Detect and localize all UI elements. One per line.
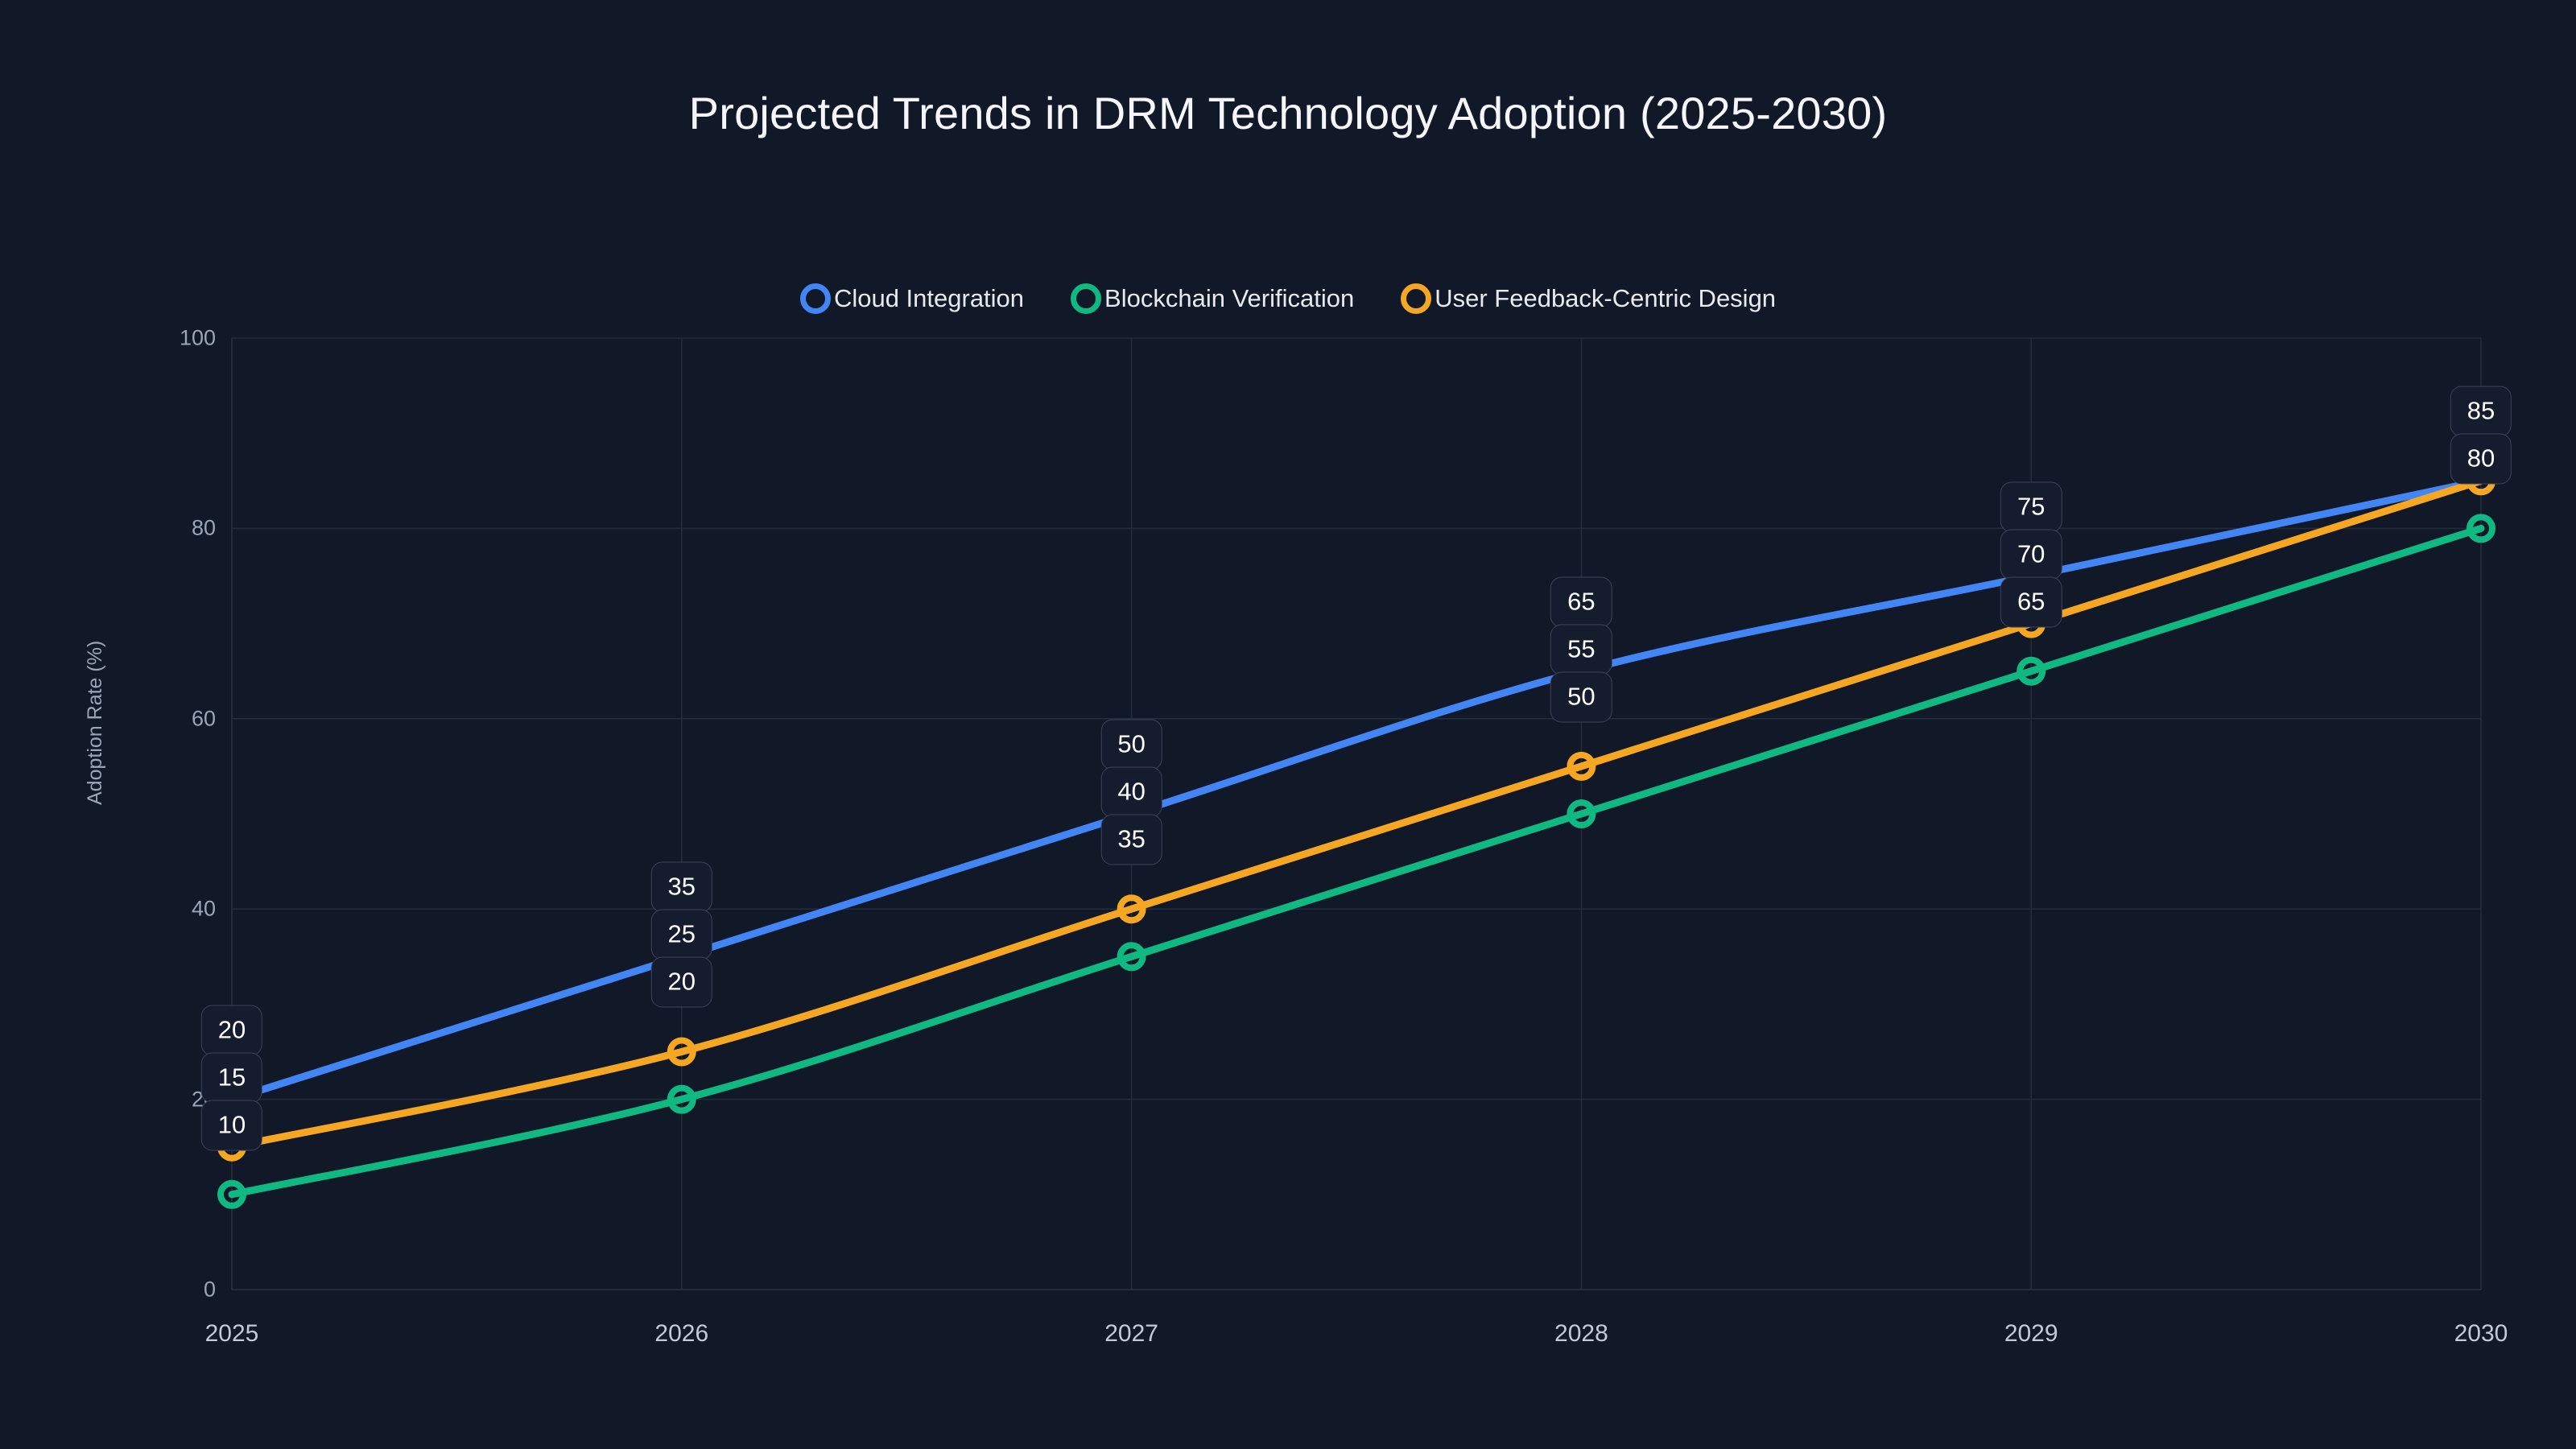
data-point-marker[interactable] [1567, 751, 1596, 781]
plot-area [217, 337, 2496, 1290]
data-point-label: 25 [650, 909, 713, 960]
series-line [228, 477, 2485, 1104]
legend-item-user-feedback-centric-design[interactable]: User Feedback-Centric Design [1401, 283, 1776, 314]
data-point-label: 15 [200, 1052, 263, 1104]
data-point-label: 35 [650, 861, 713, 913]
legend-swatch-circle-icon [799, 283, 831, 314]
data-point-label: 35 [1100, 814, 1162, 865]
x-axis-tick-label: 2027 [1104, 1320, 1158, 1347]
data-point-label: 55 [1550, 624, 1612, 675]
data-point-label: 70 [2000, 529, 2062, 580]
legend-item-cloud-integration[interactable]: Cloud Integration [799, 283, 1025, 314]
series-line [228, 524, 2485, 1199]
data-point-marker[interactable] [667, 1084, 696, 1114]
y-axis-tick-label: 60 [191, 706, 216, 731]
data-point-marker[interactable] [667, 1037, 696, 1067]
data-point-label: 50 [1100, 719, 1162, 770]
y-axis-title: Adoption Rate (%) [84, 640, 106, 805]
y-axis-tick-label: 100 [179, 325, 216, 350]
data-point-label: 85 [2450, 386, 2512, 437]
data-point-label: 75 [2000, 481, 2062, 532]
page-title: Projected Trends in DRM Technology Adopt… [688, 88, 1888, 138]
legend-item-label: Cloud Integration [833, 284, 1025, 312]
data-point-marker[interactable] [2017, 656, 2046, 686]
plot-svg [217, 337, 2496, 1290]
x-axis-tick-label: 2029 [2004, 1320, 2058, 1347]
x-axis-tick-label: 2026 [654, 1320, 709, 1347]
data-point-marker[interactable] [1117, 894, 1146, 924]
data-point-label: 40 [1100, 766, 1162, 818]
y-axis-tick-label: 80 [191, 515, 216, 540]
data-point-marker[interactable] [1567, 799, 1596, 828]
data-point-label: 65 [1550, 576, 1612, 628]
data-point-label: 20 [200, 1005, 263, 1056]
x-axis-tick-label: 2030 [2454, 1320, 2508, 1347]
series-line [228, 477, 2485, 1151]
data-point-marker[interactable] [1117, 942, 1146, 972]
data-point-label: 10 [200, 1100, 263, 1151]
x-axis-tick-label: 2025 [204, 1320, 259, 1347]
data-point-label: 80 [2450, 433, 2512, 485]
x-axis-tick-label: 2028 [1554, 1320, 1608, 1347]
data-point-marker[interactable] [2467, 514, 2496, 543]
legend-swatch-circle-icon [1401, 283, 1432, 314]
y-axis-tick-label: 0 [203, 1277, 216, 1302]
data-point-label: 50 [1550, 671, 1612, 723]
legend-item-label: Blockchain Verification [1104, 284, 1355, 312]
data-point-label: 65 [2000, 576, 2062, 627]
data-point-marker[interactable] [217, 1179, 246, 1209]
chart-legend: Cloud Integration Blockchain Verificatio… [0, 283, 2576, 314]
data-point-label: 20 [650, 956, 713, 1008]
legend-item-blockchain-verification[interactable]: Blockchain Verification [1071, 283, 1354, 314]
legend-item-label: User Feedback-Centric Design [1435, 284, 1777, 312]
y-axis-tick-label: 40 [191, 896, 216, 921]
legend-swatch-circle-icon [1071, 283, 1102, 314]
